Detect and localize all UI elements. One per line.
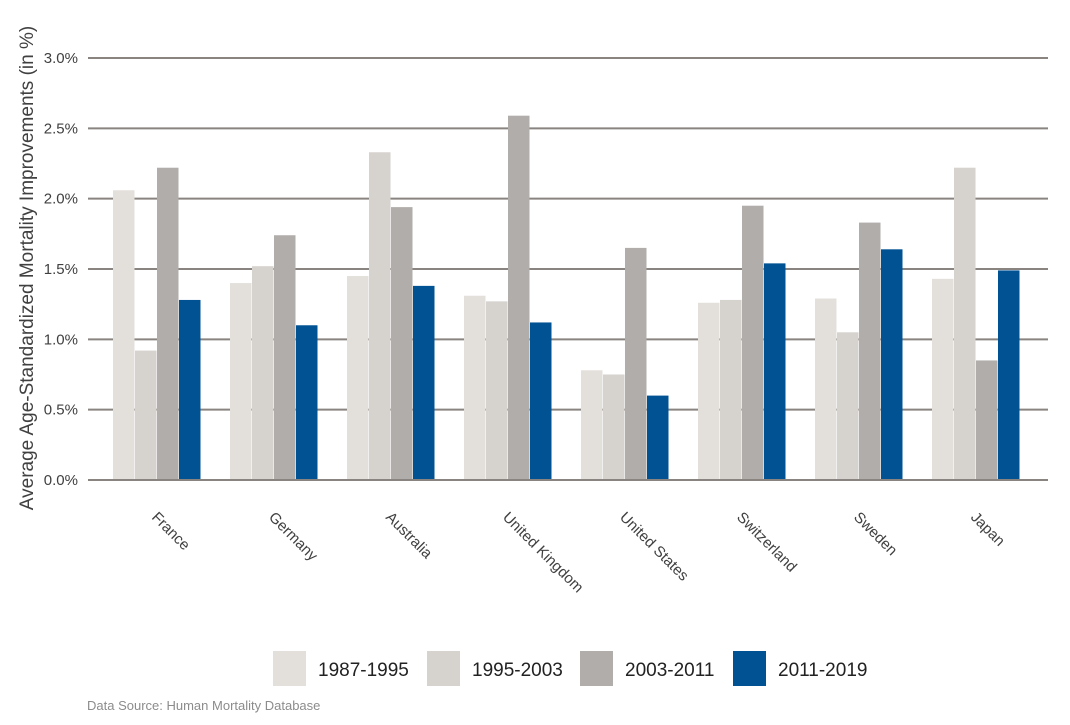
bar-germany-2011-2019 xyxy=(296,325,318,480)
bar-switzerland-2003-2011 xyxy=(742,205,764,480)
bar-france-2003-2011 xyxy=(157,167,179,480)
legend-swatch xyxy=(427,651,460,686)
bar-australia-2003-2011 xyxy=(391,207,413,480)
bar-united-states-2003-2011 xyxy=(625,247,647,480)
legend-swatch xyxy=(273,651,306,686)
bar-switzerland-2011-2019 xyxy=(764,263,786,480)
bar-united-states-2011-2019 xyxy=(647,395,669,480)
y-axis-title: Average Age-Standardized Mortality Impro… xyxy=(17,26,38,510)
bar-germany-1995-2003 xyxy=(252,266,274,480)
bar-australia-1995-2003 xyxy=(369,152,391,480)
bar-germany-2003-2011 xyxy=(274,235,296,480)
x-category-label: Germany xyxy=(265,509,321,565)
data-source-note: Data Source: Human Mortality Database xyxy=(87,698,320,713)
bar-australia-1987-1995 xyxy=(347,276,369,480)
y-tick-label: 2.0% xyxy=(44,191,78,208)
bar-united-kingdom-2011-2019 xyxy=(530,322,552,480)
legend-item: 1995-2003 xyxy=(427,651,563,686)
y-tick-label: 1.0% xyxy=(44,331,78,348)
x-category-label: United States xyxy=(616,509,692,585)
legend-swatch xyxy=(733,651,766,686)
x-category-label: Japan xyxy=(967,509,1008,550)
bar-united-kingdom-1995-2003 xyxy=(486,301,508,480)
bar-japan-2003-2011 xyxy=(976,360,998,480)
bar-switzerland-1995-2003 xyxy=(720,299,742,480)
legend: 1987-1995 1995-2003 2003-2011 2011-2019 xyxy=(273,651,867,686)
bar-japan-1995-2003 xyxy=(954,167,976,480)
bar-france-1995-2003 xyxy=(135,350,157,480)
bar-australia-2011-2019 xyxy=(413,285,435,480)
x-category-label: France xyxy=(148,509,193,554)
bars xyxy=(88,115,1048,481)
y-tick-label: 3.0% xyxy=(44,50,78,67)
legend-label: 1987-1995 xyxy=(318,660,409,681)
bar-france-2011-2019 xyxy=(179,299,201,480)
bar-united-kingdom-2003-2011 xyxy=(508,115,530,480)
bar-united-states-1987-1995 xyxy=(581,370,603,480)
x-category-label: Sweden xyxy=(850,509,900,559)
y-tick-label: 2.5% xyxy=(44,120,78,137)
bar-sweden-2011-2019 xyxy=(881,249,903,480)
bar-sweden-1987-1995 xyxy=(815,298,837,480)
bar-france-1987-1995 xyxy=(113,190,135,480)
legend-item: 2011-2019 xyxy=(733,651,867,686)
bar-sweden-1995-2003 xyxy=(837,332,859,480)
bar-germany-1987-1995 xyxy=(230,283,252,480)
x-category-label: Switzerland xyxy=(733,509,800,576)
y-axis-ticks: 0.0% 0.5% 1.0% 1.5% 2.0% 2.5% 3.0% xyxy=(44,50,78,489)
legend-item: 1987-1995 xyxy=(273,651,409,686)
bar-united-states-1995-2003 xyxy=(603,374,625,480)
legend-label: 2011-2019 xyxy=(778,660,867,681)
y-tick-label: 1.5% xyxy=(44,261,78,278)
legend-item: 2003-2011 xyxy=(580,651,714,686)
bar-united-kingdom-1987-1995 xyxy=(464,295,486,480)
x-axis-categories: France Germany Australia United Kingdom Unit… xyxy=(148,509,1008,596)
legend-label: 2003-2011 xyxy=(625,660,714,681)
legend-swatch xyxy=(580,651,613,686)
bar-japan-2011-2019 xyxy=(998,270,1020,480)
bar-switzerland-1987-1995 xyxy=(698,302,720,480)
bar-sweden-2003-2011 xyxy=(859,222,881,480)
x-category-label: Australia xyxy=(382,509,436,563)
y-tick-label: 0.0% xyxy=(44,472,78,489)
x-category-label: United Kingdom xyxy=(499,509,586,596)
bar-japan-1987-1995 xyxy=(932,278,954,480)
legend-label: 1995-2003 xyxy=(472,660,563,681)
y-tick-label: 0.5% xyxy=(44,402,78,419)
